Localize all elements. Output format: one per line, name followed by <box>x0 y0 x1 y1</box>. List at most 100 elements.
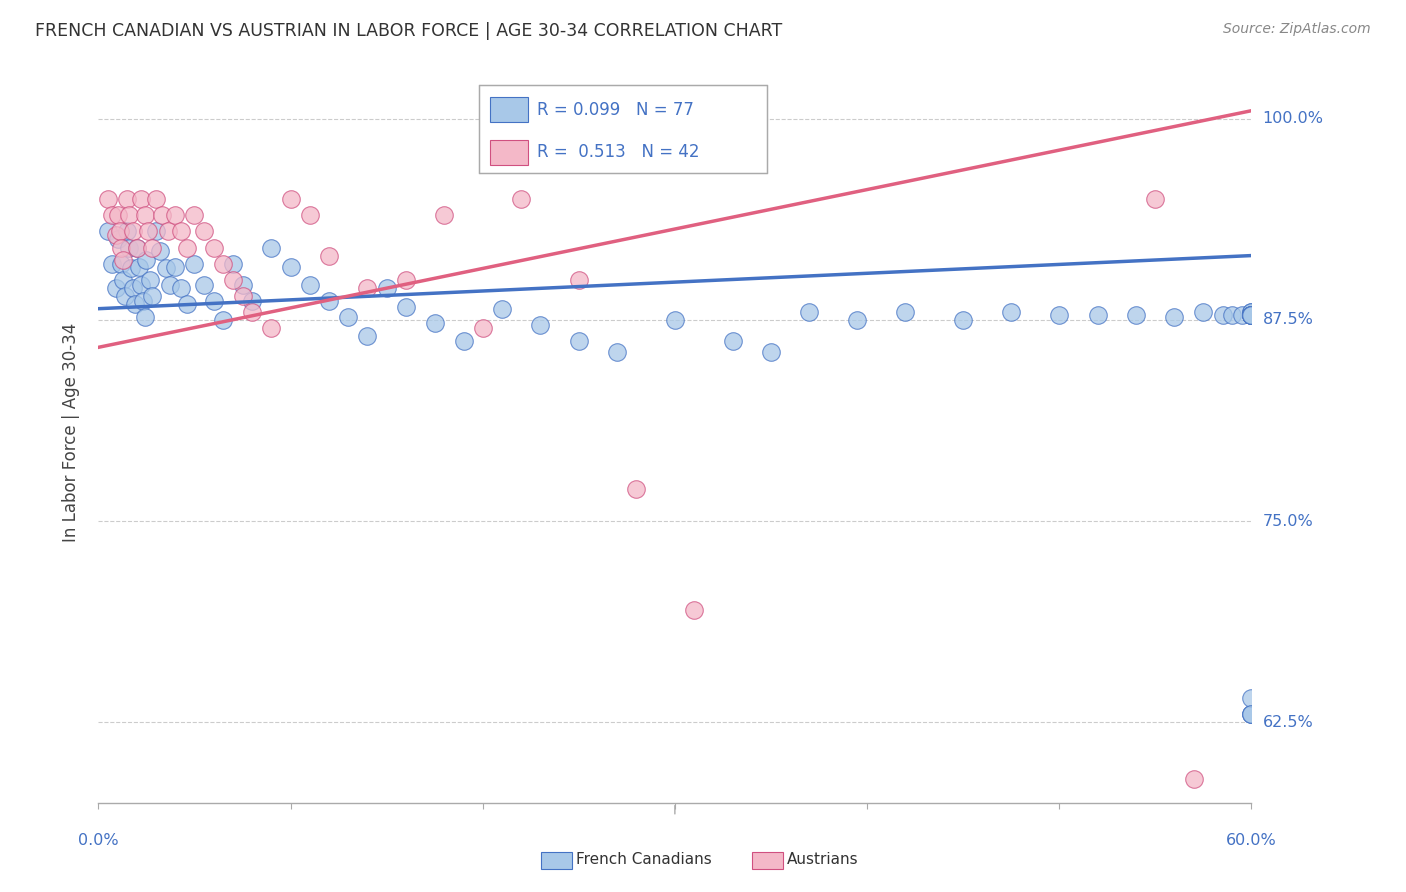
Point <box>1220 308 1243 322</box>
Point <box>114 289 136 303</box>
Point <box>375 281 398 295</box>
Point <box>318 293 340 308</box>
Text: 75.0%: 75.0% <box>1263 514 1313 529</box>
Point <box>145 224 167 238</box>
Point <box>1240 308 1263 322</box>
Point <box>118 240 141 254</box>
Text: French Canadians: French Canadians <box>576 853 713 867</box>
Point <box>104 227 127 242</box>
Point <box>97 224 120 238</box>
Point <box>150 208 173 222</box>
Point <box>423 316 446 330</box>
Point <box>260 240 283 254</box>
Point <box>280 192 302 206</box>
Point <box>894 305 917 319</box>
Point <box>395 273 418 287</box>
Point <box>356 281 378 295</box>
Point <box>1240 308 1263 322</box>
Point <box>1212 308 1234 322</box>
Point <box>104 281 127 295</box>
Point <box>129 192 152 206</box>
Point <box>1144 192 1167 206</box>
Point <box>134 208 156 222</box>
Point <box>134 310 156 324</box>
Point <box>1240 707 1263 722</box>
Point <box>170 281 193 295</box>
Point <box>568 334 591 348</box>
Point <box>280 260 302 274</box>
Point <box>141 289 163 303</box>
Point <box>1230 308 1253 322</box>
Point <box>112 253 135 268</box>
Point <box>471 321 494 335</box>
Point <box>1125 308 1147 322</box>
Text: Austrians: Austrians <box>787 853 859 867</box>
Point <box>124 297 146 311</box>
Point <box>395 300 418 314</box>
Point <box>101 208 124 222</box>
Point <box>122 224 145 238</box>
Point <box>165 260 187 274</box>
Point <box>120 261 142 276</box>
Point <box>356 329 378 343</box>
Point <box>1240 308 1263 322</box>
Point <box>193 224 215 238</box>
Point <box>664 313 686 327</box>
Point <box>1240 308 1263 322</box>
Point <box>118 208 141 222</box>
Point <box>202 240 225 254</box>
Point <box>568 273 591 287</box>
Point <box>1192 305 1215 319</box>
Point <box>260 321 283 335</box>
Point <box>1240 308 1263 322</box>
Point <box>1182 772 1205 786</box>
Point <box>1047 308 1070 322</box>
Point <box>135 253 157 268</box>
Point <box>1240 305 1263 319</box>
Text: 0.0%: 0.0% <box>79 833 118 848</box>
Point <box>202 293 225 308</box>
Point <box>298 208 321 222</box>
Point <box>433 208 456 222</box>
Point <box>799 305 821 319</box>
Point <box>846 313 869 327</box>
Point <box>606 345 628 359</box>
Point <box>112 273 135 287</box>
Point <box>721 334 744 348</box>
Point <box>1240 305 1263 319</box>
Point <box>110 257 132 271</box>
Point <box>1240 308 1263 322</box>
Point <box>240 305 263 319</box>
Point <box>176 297 198 311</box>
Point <box>1000 305 1022 319</box>
Point <box>1240 707 1263 722</box>
Point <box>117 224 139 238</box>
Text: 100.0%: 100.0% <box>1263 112 1323 127</box>
Point <box>138 224 160 238</box>
Point <box>101 257 124 271</box>
Point <box>1163 310 1185 324</box>
Point <box>453 334 475 348</box>
Point <box>212 257 235 271</box>
Y-axis label: In Labor Force | Age 30-34: In Labor Force | Age 30-34 <box>62 323 80 542</box>
Point <box>193 277 215 292</box>
Text: 60.0%: 60.0% <box>1226 833 1277 848</box>
Point <box>298 277 321 292</box>
Point <box>183 257 205 271</box>
Point <box>122 281 145 295</box>
Point <box>141 240 163 254</box>
Point <box>159 277 181 292</box>
Point <box>1240 308 1263 322</box>
Point <box>129 277 152 292</box>
Point <box>125 240 148 254</box>
Point <box>139 273 162 287</box>
Point <box>231 277 254 292</box>
Point <box>952 313 974 327</box>
Point <box>1087 308 1109 322</box>
Point <box>183 208 205 222</box>
Point <box>222 257 245 271</box>
Point <box>156 224 179 238</box>
Point <box>165 208 187 222</box>
Point <box>107 208 129 222</box>
Point <box>108 224 131 238</box>
